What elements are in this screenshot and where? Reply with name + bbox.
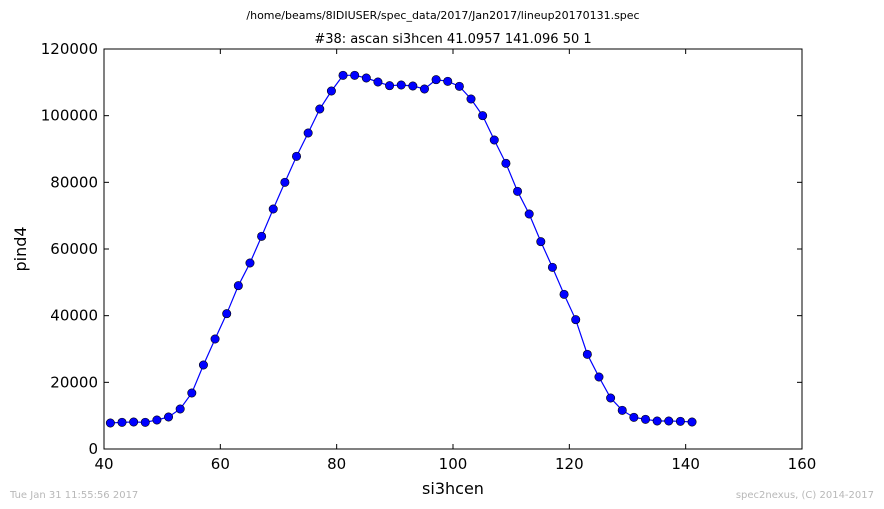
series-layer xyxy=(105,70,697,428)
data-point xyxy=(361,73,371,83)
data-point xyxy=(675,416,685,426)
data-point xyxy=(105,418,115,428)
data-point xyxy=(687,417,697,427)
plot-frame xyxy=(103,48,803,450)
y-axis-label: pind4 xyxy=(11,226,30,271)
y-tick-label: 80000 xyxy=(50,173,98,191)
x-tick-label: 60 xyxy=(211,455,230,473)
data-point xyxy=(501,158,511,168)
data-point xyxy=(280,177,290,187)
data-point xyxy=(292,151,302,161)
x-axis-label: si3hcen xyxy=(422,479,484,498)
data-point xyxy=(454,81,464,91)
data-point xyxy=(664,416,674,426)
series-line xyxy=(110,74,693,424)
data-point xyxy=(338,70,348,80)
y-axis-ticks: 0 20000 40000 60000 80000 100000 120000 xyxy=(41,40,802,458)
data-point xyxy=(466,94,476,104)
data-point xyxy=(408,81,418,91)
data-point xyxy=(129,417,139,427)
data-point xyxy=(385,81,395,91)
y-tick-label: 40000 xyxy=(50,307,98,325)
data-point xyxy=(315,104,325,114)
data-point xyxy=(652,416,662,426)
data-point xyxy=(245,258,255,268)
x-tick-label: 80 xyxy=(327,455,346,473)
x-tick-label: 100 xyxy=(439,455,468,473)
data-point xyxy=(350,70,360,80)
footer-timestamp: Tue Jan 31 11:55:56 2017 xyxy=(9,490,138,501)
x-tick-label: 140 xyxy=(671,455,700,473)
data-point xyxy=(373,77,383,87)
data-point xyxy=(547,262,557,272)
data-point xyxy=(431,75,441,85)
data-point xyxy=(536,237,546,247)
data-point xyxy=(222,309,232,319)
data-point xyxy=(478,111,488,121)
data-point xyxy=(582,349,592,359)
data-point xyxy=(443,76,453,86)
y-tick-label: 60000 xyxy=(50,240,98,258)
data-point xyxy=(164,412,174,422)
y-tick-label: 100000 xyxy=(41,107,98,125)
data-point xyxy=(233,281,243,291)
x-tick-label: 120 xyxy=(555,455,584,473)
x-tick-label: 40 xyxy=(94,455,113,473)
chart-title: #38: ascan si3hcen 41.0957 141.096 50 1 xyxy=(314,32,591,47)
data-point xyxy=(152,415,162,425)
footer-copyright: spec2nexus, (C) 2014-2017 xyxy=(736,490,874,501)
chart-suptitle: /home/beams/8IDIUSER/spec_data/2017/Jan2… xyxy=(246,9,639,22)
x-axis-ticks: 40 60 80 100 120 140 160 xyxy=(94,49,816,473)
x-tick-label: 160 xyxy=(788,455,817,473)
data-point xyxy=(419,84,429,94)
data-point xyxy=(140,417,150,427)
data-point xyxy=(187,388,197,398)
data-point xyxy=(617,405,627,415)
data-point xyxy=(641,414,651,424)
data-point xyxy=(571,315,581,325)
data-point xyxy=(513,186,523,196)
data-point xyxy=(559,289,569,299)
data-point xyxy=(606,393,616,403)
y-tick-label: 0 xyxy=(88,440,98,458)
data-point xyxy=(629,412,639,422)
data-point xyxy=(489,135,499,145)
data-point xyxy=(396,80,406,90)
data-point xyxy=(524,209,534,219)
y-tick-label: 20000 xyxy=(50,373,98,391)
data-point xyxy=(326,86,336,96)
data-point xyxy=(268,204,278,214)
data-point xyxy=(198,360,208,370)
y-tick-label: 120000 xyxy=(41,40,98,58)
data-point xyxy=(210,334,220,344)
data-point xyxy=(175,404,185,414)
data-point xyxy=(257,231,267,241)
data-point xyxy=(303,128,313,138)
data-point xyxy=(117,417,127,427)
data-point xyxy=(594,372,604,382)
